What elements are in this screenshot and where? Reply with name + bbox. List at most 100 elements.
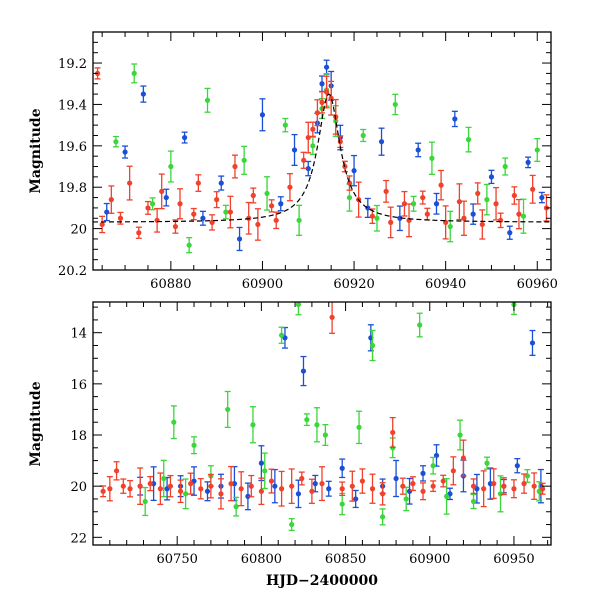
red-point	[491, 481, 497, 487]
green-point	[465, 137, 472, 143]
red-point	[238, 486, 244, 492]
blue-point	[433, 201, 440, 207]
blue-point	[312, 481, 318, 487]
blue-point	[529, 340, 536, 346]
red-point	[301, 157, 307, 163]
blue-point	[140, 91, 146, 97]
red-series	[100, 302, 546, 510]
blue-point	[182, 134, 188, 141]
x-tick-label: 60900	[242, 277, 283, 292]
blue-point	[104, 209, 110, 215]
red-point	[420, 194, 426, 201]
red-point	[248, 483, 254, 489]
blue-point	[420, 470, 426, 476]
red-point	[228, 481, 234, 487]
red-point	[521, 481, 527, 487]
red-point	[145, 205, 151, 211]
green-point	[322, 432, 328, 438]
blue-point	[122, 149, 128, 155]
red-point	[314, 110, 321, 116]
blue-point	[323, 64, 330, 70]
y-tick-label: 20	[70, 480, 87, 495]
red-point	[198, 486, 204, 492]
green-point	[149, 201, 156, 207]
green-point	[233, 504, 239, 510]
red-point	[329, 314, 335, 320]
green-point	[360, 132, 366, 139]
x-tick-label: 60850	[325, 552, 366, 567]
red-point	[127, 180, 133, 186]
blue-point	[305, 165, 311, 172]
green-point	[484, 197, 490, 203]
green-point	[250, 422, 256, 428]
red-point	[268, 478, 275, 484]
blue-point	[351, 168, 357, 174]
y-tick-label: 20	[70, 223, 87, 238]
green-point	[183, 491, 189, 497]
green-point	[429, 155, 435, 161]
red-point	[511, 486, 517, 492]
red-point	[299, 475, 305, 482]
blue-point	[236, 236, 243, 242]
red-point	[456, 199, 462, 205]
green-point	[403, 496, 409, 502]
blue-point	[539, 194, 545, 201]
green-point	[289, 521, 295, 528]
green-point	[339, 501, 345, 507]
red-point	[305, 134, 311, 141]
green-point	[380, 514, 386, 520]
x-tick-label: 60900	[409, 552, 450, 567]
green-point	[502, 163, 508, 170]
red-point	[157, 486, 163, 492]
red-point	[289, 483, 295, 489]
green-point	[411, 201, 417, 207]
red-point	[191, 211, 197, 217]
green-point	[282, 122, 288, 128]
blue-point	[163, 194, 169, 201]
blue-point	[393, 475, 399, 482]
blue-point	[525, 159, 531, 165]
y-tick-label: 22	[70, 531, 87, 546]
bottom-x-axis-label: HJD−2400000	[266, 573, 378, 589]
red-point	[479, 221, 485, 228]
red-point	[159, 188, 165, 194]
blue-point	[200, 215, 206, 221]
top-y-axis-label: Magnitude	[28, 108, 44, 193]
red-point	[232, 163, 238, 170]
red-point	[120, 483, 126, 489]
blue-point	[295, 491, 302, 497]
x-tick-label: 60950	[493, 552, 534, 567]
red-point	[273, 217, 279, 223]
red-point	[113, 468, 120, 474]
red-point	[430, 483, 436, 489]
green-point	[534, 147, 540, 153]
red-point	[369, 486, 376, 492]
green-point	[314, 422, 320, 428]
green-point	[186, 242, 192, 248]
red-point	[516, 211, 522, 217]
green-point	[457, 432, 463, 438]
green-point	[444, 493, 450, 499]
red-point	[147, 481, 153, 487]
red-point	[287, 184, 293, 190]
blue-series	[103, 59, 545, 252]
model-curve	[93, 93, 551, 223]
blue-point	[452, 116, 458, 122]
red-point	[440, 478, 446, 484]
y-tick-label: 14	[70, 327, 87, 342]
green-point	[392, 101, 398, 108]
top-plot-area	[93, 59, 551, 254]
green-point	[356, 424, 362, 430]
red-point	[481, 486, 487, 492]
red-point	[424, 211, 430, 217]
red-point	[475, 190, 481, 197]
y-tick-label: 19.8	[58, 181, 87, 196]
x-tick-label: 60940	[425, 277, 466, 292]
red-point	[177, 201, 183, 207]
green-point	[225, 406, 231, 413]
red-point	[323, 89, 330, 95]
blue-point	[300, 368, 307, 374]
red-point	[99, 221, 105, 228]
red-point	[388, 219, 394, 225]
